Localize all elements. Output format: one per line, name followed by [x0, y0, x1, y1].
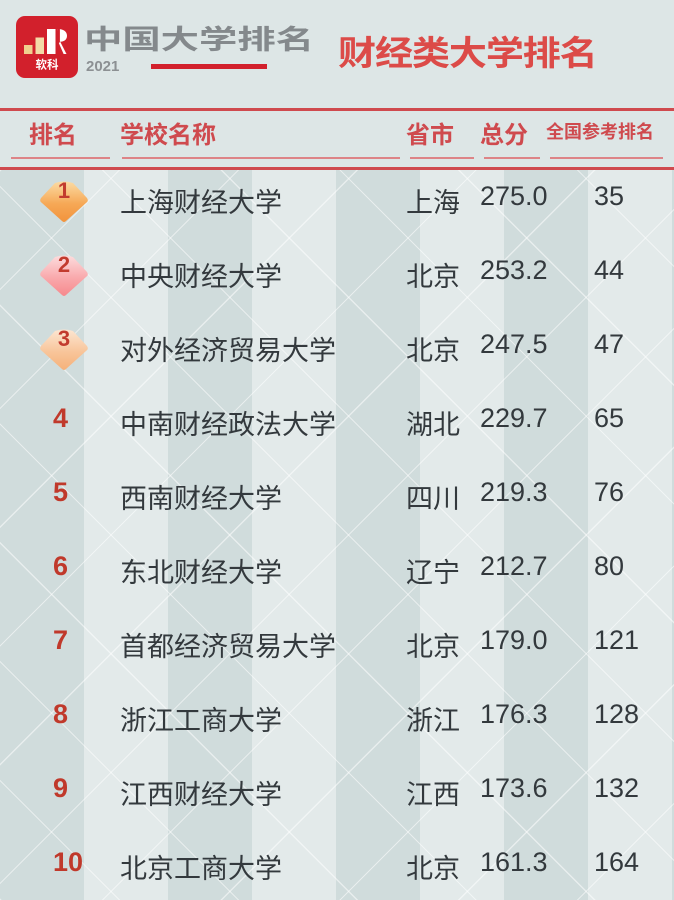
svg-text:软科: 软科 [36, 58, 59, 72]
